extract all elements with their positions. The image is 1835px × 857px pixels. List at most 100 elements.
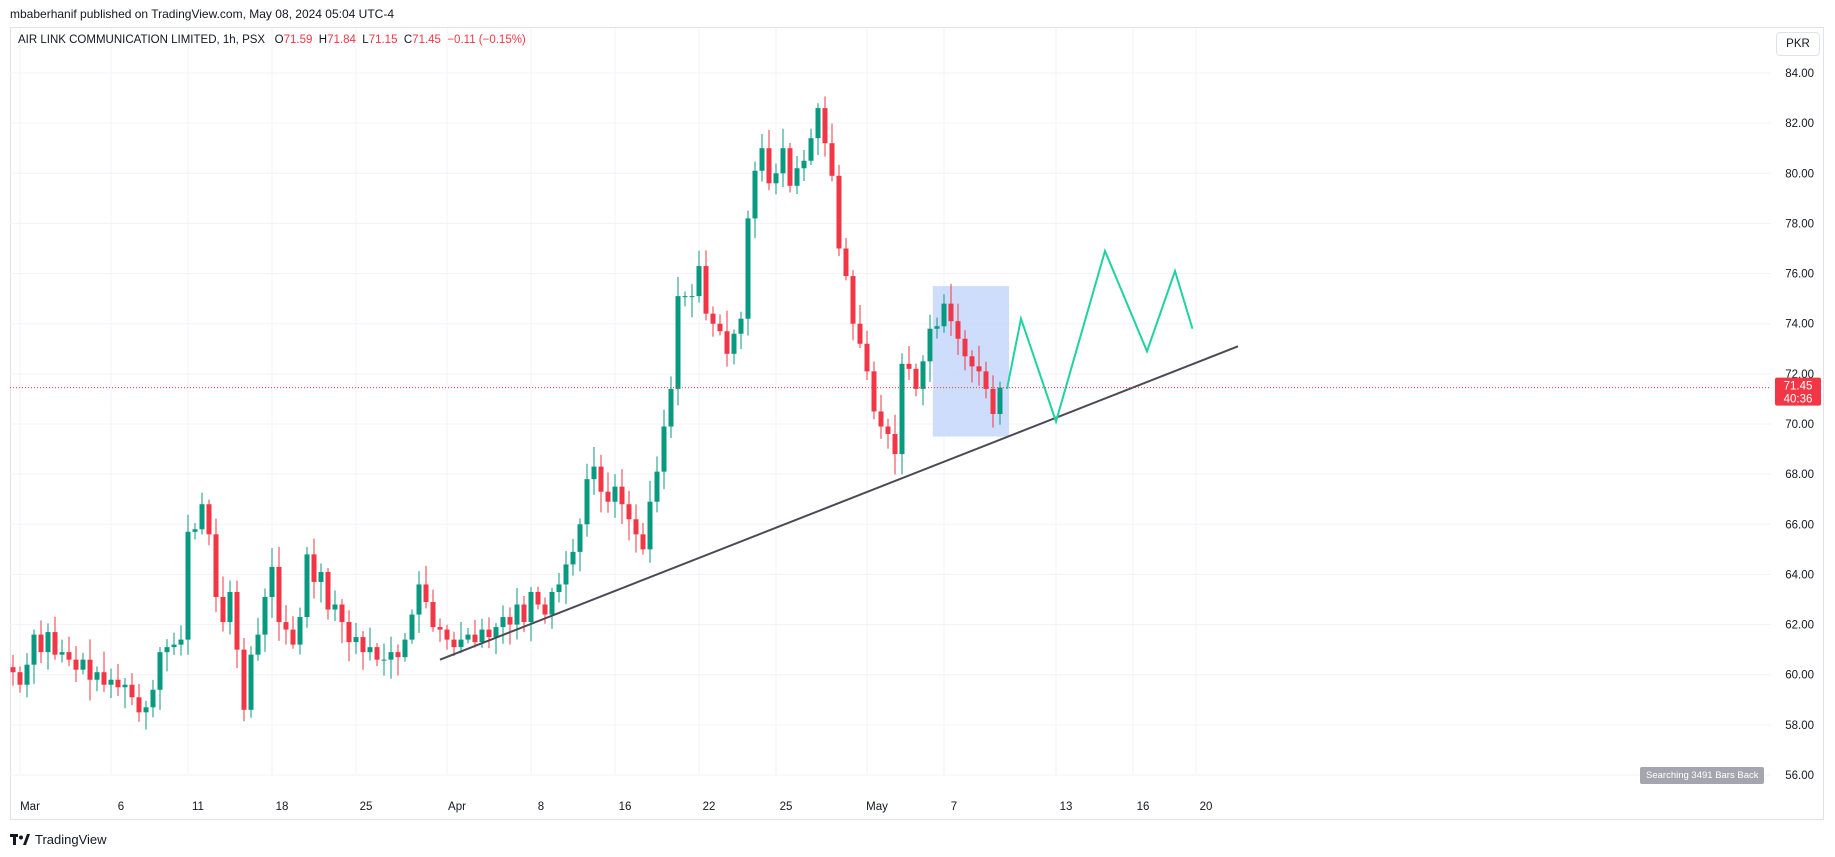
- candle-body: [997, 387, 1003, 414]
- candle: [899, 353, 905, 475]
- currency-button[interactable]: PKR: [1776, 32, 1820, 56]
- candle: [633, 504, 639, 553]
- candle-body: [227, 591, 233, 623]
- x-tick-label: 18: [276, 801, 289, 813]
- x-tick-label: Apr: [448, 801, 466, 813]
- y-tick-label: 56.00: [1785, 770, 1814, 782]
- candle: [612, 474, 618, 518]
- candle: [339, 599, 345, 644]
- candle-body: [556, 584, 562, 592]
- candle: [10, 654, 16, 686]
- candle: [990, 375, 996, 428]
- candle: [31, 629, 37, 684]
- candle-body: [220, 596, 226, 623]
- candle-body: [206, 504, 212, 535]
- candle-body: [598, 466, 604, 492]
- x-tick-label: 6: [118, 801, 124, 813]
- candle-body: [192, 529, 198, 532]
- candle: [199, 492, 205, 535]
- candle-body: [675, 296, 681, 389]
- candle: [346, 610, 352, 662]
- candle: [675, 276, 681, 406]
- candle: [38, 620, 44, 664]
- candle-body: [486, 629, 492, 638]
- candle: [661, 409, 667, 490]
- candle: [836, 164, 842, 257]
- candle: [136, 683, 142, 722]
- candle: [906, 345, 912, 380]
- candle: [850, 270, 856, 341]
- candle: [717, 314, 723, 336]
- candle: [262, 588, 268, 652]
- candle: [45, 623, 51, 670]
- candle-body: [136, 697, 142, 713]
- candle-body: [143, 707, 149, 713]
- candle-body: [101, 672, 107, 685]
- candle: [920, 355, 926, 406]
- candle-body: [570, 551, 576, 565]
- candle: [864, 330, 870, 381]
- candle-body: [479, 629, 485, 643]
- candle-body: [892, 434, 898, 455]
- candles: [10, 96, 1003, 730]
- candle-body: [920, 361, 926, 389]
- candle-body: [500, 617, 506, 628]
- candle: [500, 605, 506, 644]
- candle-body: [150, 689, 156, 708]
- candle: [766, 129, 772, 191]
- candle: [87, 639, 93, 701]
- candle: [549, 587, 555, 629]
- candle: [94, 666, 100, 692]
- candle: [983, 361, 989, 399]
- trendline[interactable]: [439, 345, 1239, 661]
- candle: [927, 314, 933, 383]
- candle-body: [717, 323, 723, 332]
- candle-body: [199, 504, 205, 530]
- candle-body: [507, 617, 513, 625]
- candle: [395, 644, 401, 676]
- projection-path[interactable]: [1006, 247, 1194, 425]
- candle-body: [745, 218, 751, 319]
- candle: [283, 605, 289, 645]
- candle-body: [255, 634, 261, 655]
- candle-body: [416, 584, 422, 615]
- candle: [976, 345, 982, 386]
- candle-body: [332, 604, 338, 610]
- x-tick-label: 16: [1137, 801, 1150, 813]
- candle-body: [689, 296, 695, 298]
- candle-body: [647, 501, 653, 550]
- published-line: mbaberhanif published on TradingView.com…: [10, 7, 395, 21]
- candle-body: [815, 108, 821, 139]
- candle: [248, 646, 254, 718]
- candle: [164, 639, 170, 672]
- candle: [787, 142, 793, 193]
- candle-body: [528, 591, 534, 623]
- candle-body: [864, 343, 870, 372]
- x-tick-label: 11: [192, 801, 204, 813]
- candle: [486, 617, 492, 649]
- candle: [115, 664, 121, 696]
- candle: [290, 616, 296, 649]
- candle: [703, 250, 709, 321]
- y-tick-label: 66.00: [1785, 519, 1814, 531]
- candle-body: [423, 584, 429, 603]
- y-tick-label: 68.00: [1785, 469, 1814, 481]
- close-value: 71.45: [412, 34, 441, 46]
- x-tick-label: 25: [360, 801, 373, 813]
- candle-body: [269, 566, 275, 597]
- open-label: O: [274, 34, 284, 46]
- y-tick-label: 74.00: [1785, 319, 1814, 331]
- candle: [801, 149, 807, 181]
- candle: [192, 523, 198, 540]
- x-tick-label: 8: [538, 801, 544, 813]
- y-tick-label: 84.00: [1785, 68, 1814, 80]
- y-tick-label: 62.00: [1785, 620, 1814, 632]
- candle-body: [185, 531, 191, 640]
- candle-body: [17, 672, 23, 685]
- tradingview-logo-icon: [10, 833, 30, 845]
- candle-body: [10, 667, 16, 673]
- candle: [178, 625, 184, 656]
- candle: [871, 361, 877, 420]
- candle-body: [654, 471, 660, 502]
